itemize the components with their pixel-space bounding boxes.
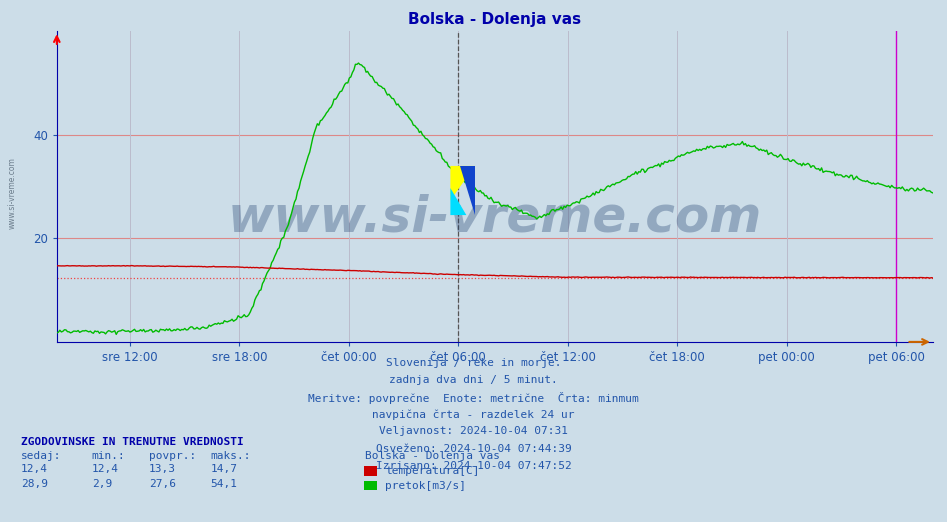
Text: Osveženo: 2024-10-04 07:44:39: Osveženo: 2024-10-04 07:44:39 bbox=[376, 444, 571, 454]
Text: temperatura[C]: temperatura[C] bbox=[385, 466, 480, 477]
Text: 12,4: 12,4 bbox=[21, 465, 48, 474]
Text: pretok[m3/s]: pretok[m3/s] bbox=[385, 481, 467, 491]
Text: povpr.:: povpr.: bbox=[149, 451, 196, 461]
Text: zadnja dva dni / 5 minut.: zadnja dva dni / 5 minut. bbox=[389, 375, 558, 385]
Text: ZGODOVINSKE IN TRENUTNE VREDNOSTI: ZGODOVINSKE IN TRENUTNE VREDNOSTI bbox=[21, 437, 243, 447]
Text: 12,4: 12,4 bbox=[92, 465, 119, 474]
Text: maks.:: maks.: bbox=[210, 451, 251, 461]
Text: min.:: min.: bbox=[92, 451, 126, 461]
Text: Veljavnost: 2024-10-04 07:31: Veljavnost: 2024-10-04 07:31 bbox=[379, 426, 568, 436]
Text: 28,9: 28,9 bbox=[21, 479, 48, 489]
Text: www.si-vreme.com: www.si-vreme.com bbox=[227, 194, 762, 242]
Text: sedaj:: sedaj: bbox=[21, 451, 62, 461]
Text: Slovenija / reke in morje.: Slovenija / reke in morje. bbox=[385, 358, 562, 367]
Text: Meritve: povprečne  Enote: metrične  Črta: minmum: Meritve: povprečne Enote: metrične Črta:… bbox=[308, 392, 639, 404]
Title: Bolska - Dolenja vas: Bolska - Dolenja vas bbox=[408, 13, 581, 27]
Polygon shape bbox=[460, 166, 475, 215]
Text: 2,9: 2,9 bbox=[92, 479, 112, 489]
Text: Bolska - Dolenja vas: Bolska - Dolenja vas bbox=[365, 451, 500, 461]
Polygon shape bbox=[451, 188, 466, 215]
Text: 13,3: 13,3 bbox=[149, 465, 176, 474]
Text: 54,1: 54,1 bbox=[210, 479, 238, 489]
Text: navpična črta - razdelek 24 ur: navpična črta - razdelek 24 ur bbox=[372, 409, 575, 420]
Text: Izrisano: 2024-10-04 07:47:52: Izrisano: 2024-10-04 07:47:52 bbox=[376, 461, 571, 471]
Text: 27,6: 27,6 bbox=[149, 479, 176, 489]
Text: www.si-vreme.com: www.si-vreme.com bbox=[8, 157, 17, 229]
Text: 14,7: 14,7 bbox=[210, 465, 238, 474]
Polygon shape bbox=[451, 166, 475, 200]
